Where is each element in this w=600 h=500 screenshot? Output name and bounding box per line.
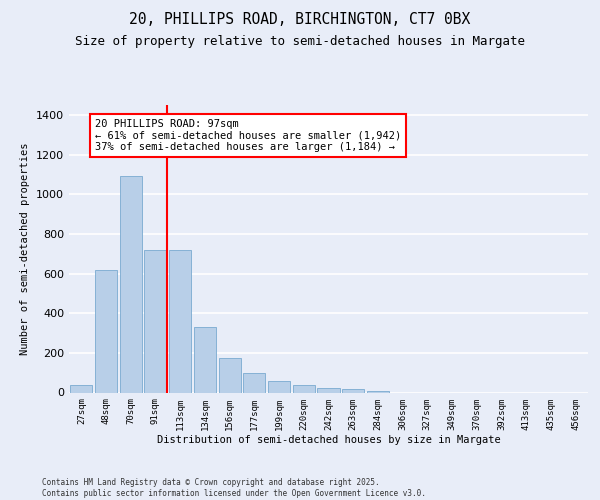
Bar xyxy=(317,388,340,392)
Bar xyxy=(169,250,191,392)
Text: 20 PHILLIPS ROAD: 97sqm
← 61% of semi-detached houses are smaller (1,942)
37% of: 20 PHILLIPS ROAD: 97sqm ← 61% of semi-de… xyxy=(95,119,401,152)
Bar xyxy=(95,270,117,392)
Text: 20, PHILLIPS ROAD, BIRCHINGTON, CT7 0BX: 20, PHILLIPS ROAD, BIRCHINGTON, CT7 0BX xyxy=(130,12,470,28)
Bar xyxy=(218,358,241,392)
Bar xyxy=(243,372,265,392)
X-axis label: Distribution of semi-detached houses by size in Margate: Distribution of semi-detached houses by … xyxy=(157,435,500,445)
Bar xyxy=(145,250,167,392)
Bar xyxy=(342,389,364,392)
Text: Size of property relative to semi-detached houses in Margate: Size of property relative to semi-detach… xyxy=(75,35,525,48)
Y-axis label: Number of semi-detached properties: Number of semi-detached properties xyxy=(20,142,31,355)
Bar xyxy=(268,380,290,392)
Bar xyxy=(119,176,142,392)
Bar xyxy=(70,384,92,392)
Bar xyxy=(194,327,216,392)
Bar xyxy=(293,384,315,392)
Bar xyxy=(367,390,389,392)
Text: Contains HM Land Registry data © Crown copyright and database right 2025.
Contai: Contains HM Land Registry data © Crown c… xyxy=(42,478,426,498)
